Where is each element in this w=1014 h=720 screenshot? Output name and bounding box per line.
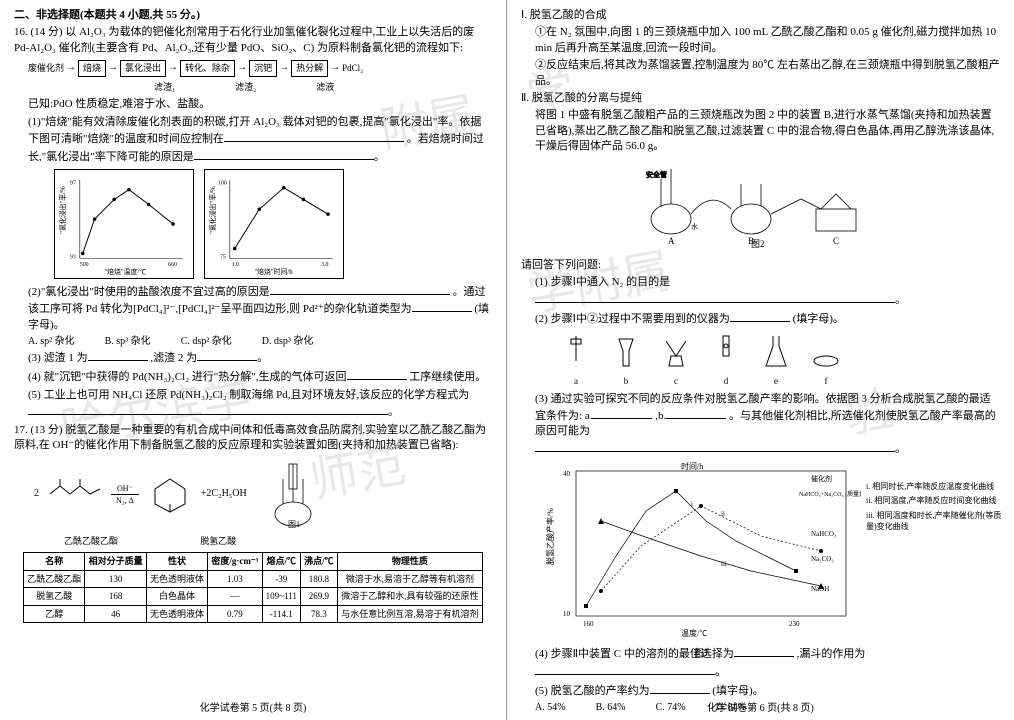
page-footer: 化学试卷第 6 页(共 8 页): [507, 702, 1014, 716]
svg-text:安全管: 安全管: [646, 170, 667, 179]
molecule-icon: [45, 474, 105, 514]
q16-1: (1)"焙烧"能有效清除废催化剂表面的积碳,打开 Al₂O₃ 载体对钯的包裹,提…: [28, 115, 492, 165]
svg-text:100: 100: [218, 181, 227, 187]
flow-sub: 滤渣₁ 滤渣₂ 滤液: [154, 81, 492, 94]
svg-text:Na₂CO₃: Na₂CO₃: [811, 555, 834, 563]
properties-table: 名称 相对分子质量 性状 密度/g·cm⁻³ 熔点/℃ 沸点/℃ 物理性质 乙酰…: [23, 552, 483, 623]
qa1: (1) 步骤Ⅰ中通入 N₂ 的目的是。: [535, 275, 1000, 308]
flow-diagram: 废催化剂 → 焙烧 → 氯化浸出 → 转化、除杂 → 沉钯 → 热分解 → Pd…: [28, 60, 492, 77]
sec1-2: ②反应结束后,将其改为蒸馏装置,控制温度为 80℃ 左右蒸出乙醇,在三颈烧瓶中得…: [535, 58, 1000, 89]
svg-text:"氯化浸出"率/%: "氯化浸出"率/%: [58, 186, 67, 234]
flow-box: 转化、除杂: [180, 60, 235, 77]
qa-head: 请回答下列问题:: [521, 258, 1000, 273]
svg-text:160: 160: [583, 620, 594, 628]
qa5: (5) 脱氢乙酸的产率约为 (填字母)。: [535, 682, 1000, 699]
svg-text:催化剂: 催化剂: [811, 474, 832, 483]
sec2-body: 将图 1 中盛有脱氢乙酸粗产品的三颈烧瓶改为图 2 中的装置 B,进行水蒸气蒸馏…: [535, 108, 1000, 154]
svg-text:10: 10: [563, 610, 571, 618]
q16-2-choices: A. sp² 杂化 B. sp³ 杂化 C. dsp² 杂化 D. dsp³ 杂…: [28, 335, 492, 349]
svg-text:"焙烧"时间/h: "焙烧"时间/h: [254, 267, 293, 276]
svg-text:C: C: [833, 236, 839, 246]
svg-text:i: i: [691, 500, 693, 508]
glassware-d: d: [711, 331, 741, 387]
page-6: 学 学附属 验 Ⅰ. 脱氢乙酸的合成 ①在 N₂ 氛围中,向图 1 的三颈烧瓶中…: [507, 0, 1014, 720]
glassware-b: b: [611, 331, 641, 387]
charts-row: 97 93 500 660 "焙烧"温度/℃ "氯化浸出"率/% 100 75 1.0…: [54, 169, 492, 279]
svg-text:"焙烧"温度/℃: "焙烧"温度/℃: [104, 267, 146, 276]
glassware-row: a b c d e f: [561, 331, 1000, 387]
svg-text:水: 水: [691, 222, 698, 231]
reaction-scheme: 2 OH⁻ N₂, Δ +2C₂H₅OH 图1: [34, 459, 492, 529]
svg-text:ii: ii: [721, 510, 725, 518]
glassware-f: f: [811, 331, 841, 387]
qa3: (3) 通过实验可探究不同的反应条件对脱氢乙酸产率的影响。依据图 3 分析合成脱…: [535, 392, 1000, 458]
chart-2: 100 75 1.0 3.0 "焙烧"时间/h "氯化浸出"率/%: [204, 169, 344, 279]
svg-text:A: A: [668, 236, 675, 246]
apparatus-fig1-icon: 图1: [253, 459, 333, 529]
sec1-title: Ⅰ. 脱氢乙酸的合成: [521, 8, 1000, 23]
svg-text:500: 500: [80, 262, 89, 268]
svg-text:NaHCO₃+Na₂CO₃ (质量比1:1): NaHCO₃+Na₂CO₃ (质量比1:1): [799, 490, 861, 498]
glassware-c: c: [661, 331, 691, 387]
svg-text:图1: 图1: [288, 520, 300, 529]
flow-end: PdCl₂: [342, 62, 363, 75]
svg-text:iii: iii: [721, 560, 727, 568]
svg-text:NaOH: NaOH: [811, 585, 829, 593]
chart-3: 时间/h 160 230 10 40 温度/℃ 脱氢乙酸产率/% 催化剂 NaHCO…: [541, 461, 861, 641]
qa2: (2) 步骤Ⅰ中②过程中不需要用到的仪器为 (填字母)。: [535, 310, 1000, 327]
flow-box: 沉钯: [249, 60, 277, 77]
flow-box: 热分解: [291, 60, 328, 77]
svg-text:"氯化浸出"率/%: "氯化浸出"率/%: [208, 186, 217, 234]
svg-text:时间/h: 时间/h: [681, 461, 703, 471]
fig3-label: 图3: [541, 647, 861, 660]
q16-5: (5) 工业上也可用 NH₄Cl 还原 Pd(NH₃)₂Cl₂ 制取海绵 Pd,…: [28, 388, 492, 421]
glassware-e: e: [761, 331, 791, 387]
svg-text:脱氢乙酸产率/%: 脱氢乙酸产率/%: [545, 508, 555, 565]
table-row: 乙醇46无色透明液体0.79-114.178.3与水任意比例互溶,易溶于有机溶剂: [24, 605, 483, 623]
svg-text:1.0: 1.0: [232, 262, 239, 268]
svg-text:NaHCO₃: NaHCO₃: [811, 530, 837, 538]
svg-text:温度/℃: 温度/℃: [681, 628, 707, 638]
flow-box: 氯化浸出: [120, 60, 166, 77]
glassware-a: a: [561, 331, 591, 387]
chart-1: 97 93 500 660 "焙烧"温度/℃ "氯化浸出"率/%: [54, 169, 194, 279]
flow-box: 焙烧: [78, 60, 106, 77]
q16-head: 16. (14 分) 以 Al₂O₃ 为载体的钯催化剂常用于石化行业加氢催化裂化…: [14, 25, 492, 56]
page-footer: 化学试卷第 5 页(共 8 页): [0, 702, 506, 716]
page-5: 附属 哈尔滨学 师范 二、非选择题(本题共 4 小题,共 55 分。) 16. …: [0, 0, 507, 720]
q16-4: (4) 就"沉钯"中获得的 Pd(NH₃)₂Cl₂ 进行"热分解",生成的气体可…: [28, 368, 492, 385]
svg-text:图2: 图2: [751, 239, 765, 249]
q16-known: 已知:PdO 性质稳定,难溶于水、盐酸。: [28, 97, 492, 112]
q16-3: (3) 滤渣 1 为 ,滤渣 2 为。: [28, 349, 492, 366]
q17-head: 17. (13 分) 脱氢乙酸是一种重要的有机合成中间体和低毒高效食品防腐剂,实…: [14, 423, 492, 454]
molecule-icon: [145, 474, 195, 514]
q16-2: (2)"氯化浸出"时使用的盐酸浓度不宜过高的原因是 。通过该工序可将 Pd 转化…: [28, 283, 492, 333]
table-row: 乙酰乙酸乙酯130无色透明液体1.03-39180.8微溶于水,易溶于乙醇等有机…: [24, 570, 483, 588]
svg-text:93: 93: [70, 254, 76, 260]
svg-text:3.0: 3.0: [321, 262, 328, 268]
svg-text:230: 230: [789, 620, 800, 628]
flow-start: 废催化剂: [28, 62, 64, 75]
svg-text:660: 660: [168, 262, 177, 268]
chart3-legend: i. 相同时长,产率随反应温度变化曲线 ii. 相同温度,产率随反应时间变化曲线…: [866, 481, 1011, 535]
svg-text:97: 97: [70, 181, 76, 187]
sec1-1: ①在 N₂ 氛围中,向图 1 的三颈烧瓶中加入 100 mL 乙酰乙酸乙酯和 0…: [535, 25, 1000, 56]
table-row: 脱氢乙酸168白色晶体—109~111269.9微溶于乙醇和水,具有较强的还原性: [24, 588, 483, 606]
svg-text:75: 75: [220, 254, 226, 260]
section-title: 二、非选择题(本题共 4 小题,共 55 分。): [14, 8, 492, 23]
sec2-title: Ⅱ. 脱氢乙酸的分离与提纯: [521, 91, 1000, 106]
apparatus-fig2: 安全管 A B C 图2 水: [521, 159, 1000, 254]
svg-text:40: 40: [563, 470, 571, 478]
